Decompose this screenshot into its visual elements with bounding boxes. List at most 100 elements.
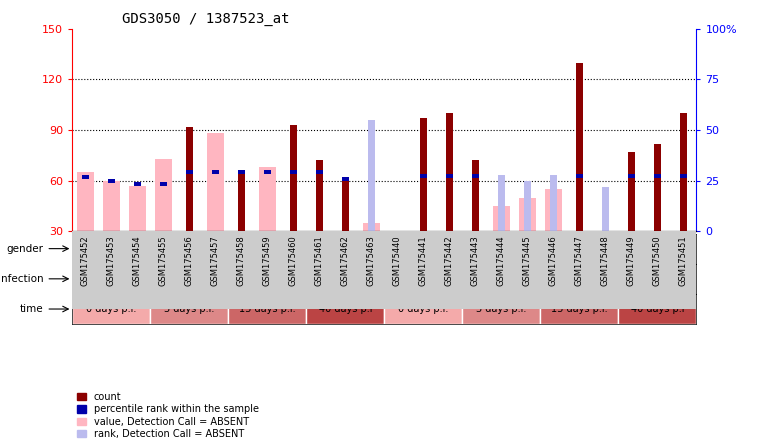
Bar	[472, 174, 479, 178]
Bar	[419, 118, 427, 231]
Text: male: male	[216, 244, 240, 254]
Text: GSM175448: GSM175448	[601, 235, 610, 286]
Text: GSM175440: GSM175440	[393, 235, 402, 286]
Text: uninfected: uninfected	[397, 274, 450, 284]
Text: GSM175457: GSM175457	[211, 235, 220, 286]
Text: GSM175452: GSM175452	[81, 235, 90, 286]
Bar	[103, 181, 119, 231]
Bar	[342, 177, 349, 181]
Bar	[463, 294, 540, 324]
Text: GSM175462: GSM175462	[341, 235, 350, 286]
Bar	[290, 125, 297, 231]
Bar	[186, 170, 193, 174]
Bar	[384, 294, 463, 324]
Bar	[602, 187, 609, 231]
Bar	[316, 160, 323, 231]
Bar	[389, 231, 406, 248]
Legend: count, percentile rank within the sample, value, Detection Call = ABSENT, rank, : count, percentile rank within the sample…	[77, 392, 259, 439]
Text: time: time	[20, 304, 43, 314]
Bar	[524, 181, 530, 231]
Bar	[550, 174, 556, 231]
Bar	[154, 159, 172, 231]
Text: GSM175446: GSM175446	[549, 235, 558, 286]
Text: 40 days p.i: 40 days p.i	[319, 304, 372, 314]
Bar	[654, 143, 661, 231]
Bar	[419, 174, 427, 178]
Bar	[342, 177, 349, 231]
Text: GSM175445: GSM175445	[523, 235, 532, 286]
Bar	[81, 175, 89, 179]
Bar	[160, 182, 167, 186]
Text: GSM175454: GSM175454	[133, 235, 142, 286]
Text: GSM175442: GSM175442	[445, 235, 454, 286]
Bar	[680, 174, 687, 178]
Text: hantavirus: hantavirus	[553, 274, 606, 284]
Bar	[72, 294, 151, 324]
Text: GSM175447: GSM175447	[575, 235, 584, 286]
Bar	[107, 178, 115, 183]
Bar	[212, 170, 219, 174]
Text: GSM175443: GSM175443	[471, 235, 479, 286]
Bar	[290, 170, 297, 174]
Bar	[263, 170, 271, 174]
Text: GSM175441: GSM175441	[419, 235, 428, 286]
Text: GSM175460: GSM175460	[289, 235, 298, 286]
Text: GSM175456: GSM175456	[185, 235, 194, 286]
Bar	[306, 294, 384, 324]
Text: GSM175453: GSM175453	[107, 235, 116, 286]
Bar	[259, 167, 275, 231]
Bar	[519, 198, 536, 231]
Bar	[463, 264, 696, 293]
Bar	[545, 189, 562, 231]
Text: 15 days p.i.: 15 days p.i.	[239, 304, 295, 314]
Bar	[628, 152, 635, 231]
Text: 0 days p.i.: 0 days p.i.	[398, 304, 448, 314]
Text: 15 days p.i.: 15 days p.i.	[551, 304, 607, 314]
Text: 40 days p.i: 40 days p.i	[631, 304, 684, 314]
Bar	[575, 63, 583, 231]
Bar	[77, 172, 94, 231]
Bar	[151, 294, 228, 324]
Text: gender: gender	[7, 244, 43, 254]
Text: hantavirus: hantavirus	[241, 274, 294, 284]
Text: GSM175463: GSM175463	[367, 235, 376, 286]
Bar	[654, 174, 661, 178]
Text: uninfected: uninfected	[85, 274, 138, 284]
Text: GSM175459: GSM175459	[263, 235, 272, 286]
Bar	[363, 223, 380, 231]
Bar	[186, 127, 193, 231]
Text: GSM175451: GSM175451	[679, 235, 688, 286]
Bar	[446, 174, 453, 178]
Text: GSM175458: GSM175458	[237, 235, 246, 286]
Bar	[237, 172, 245, 231]
Text: GSM175455: GSM175455	[159, 235, 167, 286]
Bar	[384, 234, 696, 263]
Bar	[493, 206, 510, 231]
Bar	[134, 182, 141, 186]
Text: GSM175449: GSM175449	[627, 235, 635, 286]
Bar	[72, 234, 384, 263]
Text: GSM175450: GSM175450	[653, 235, 662, 286]
Bar	[619, 294, 696, 324]
Bar	[207, 134, 224, 231]
Bar	[680, 113, 687, 231]
Bar	[446, 113, 453, 231]
Text: GSM175461: GSM175461	[315, 235, 323, 286]
Bar	[237, 170, 245, 174]
Bar	[472, 160, 479, 231]
Text: 0 days p.i.: 0 days p.i.	[86, 304, 136, 314]
Text: infection: infection	[0, 274, 43, 284]
Text: GDS3050 / 1387523_at: GDS3050 / 1387523_at	[123, 12, 290, 27]
Text: female: female	[524, 244, 557, 254]
Bar	[72, 264, 151, 293]
Bar	[151, 264, 384, 293]
Text: 3 days p.i.: 3 days p.i.	[476, 304, 527, 314]
Bar	[368, 120, 374, 231]
Bar	[540, 294, 619, 324]
Bar	[316, 170, 323, 174]
Text: GSM175444: GSM175444	[497, 235, 506, 286]
Bar	[129, 186, 146, 231]
Bar	[628, 174, 635, 178]
Bar	[384, 264, 463, 293]
Bar	[575, 174, 583, 178]
